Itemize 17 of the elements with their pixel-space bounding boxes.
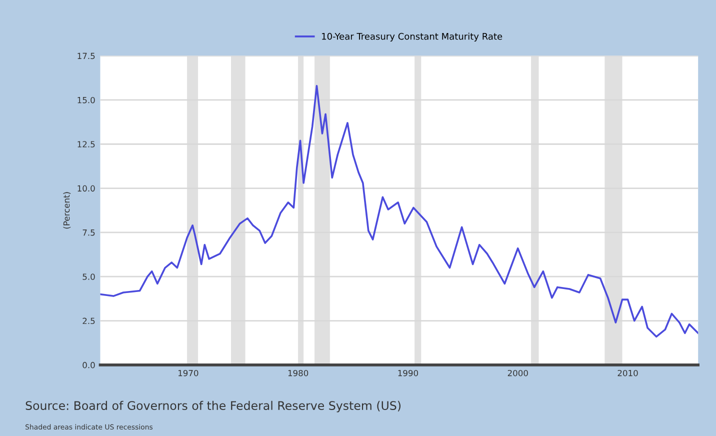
legend-label: 10-Year Treasury Constant Maturity Rate xyxy=(322,32,502,42)
x-tick-label: 1990 xyxy=(398,370,418,376)
y-tick-label: 12.5 xyxy=(78,141,95,148)
x-tick-label: 1980 xyxy=(288,370,308,376)
y-tick-label: 5.0 xyxy=(82,274,95,280)
y-tick-label: 7.5 xyxy=(82,230,95,236)
x-tick-label: 2000 xyxy=(508,370,528,376)
y-tick-label: 15.0 xyxy=(78,96,95,104)
x-tick-label: 1970 xyxy=(178,370,198,376)
x-tick-label: 2010 xyxy=(618,370,638,376)
y-tick-label: 17.5 xyxy=(78,52,95,60)
y-tick-label: 0.0 xyxy=(82,362,95,368)
y-tick-label: 2.5 xyxy=(82,318,95,324)
y-axis-title: (Percent) xyxy=(63,192,71,229)
line-series xyxy=(100,84,698,338)
y-tick-label: 10.0 xyxy=(78,185,95,192)
source-note: Source: Board of Governors of the Federal Reserve System (US) xyxy=(26,400,400,412)
